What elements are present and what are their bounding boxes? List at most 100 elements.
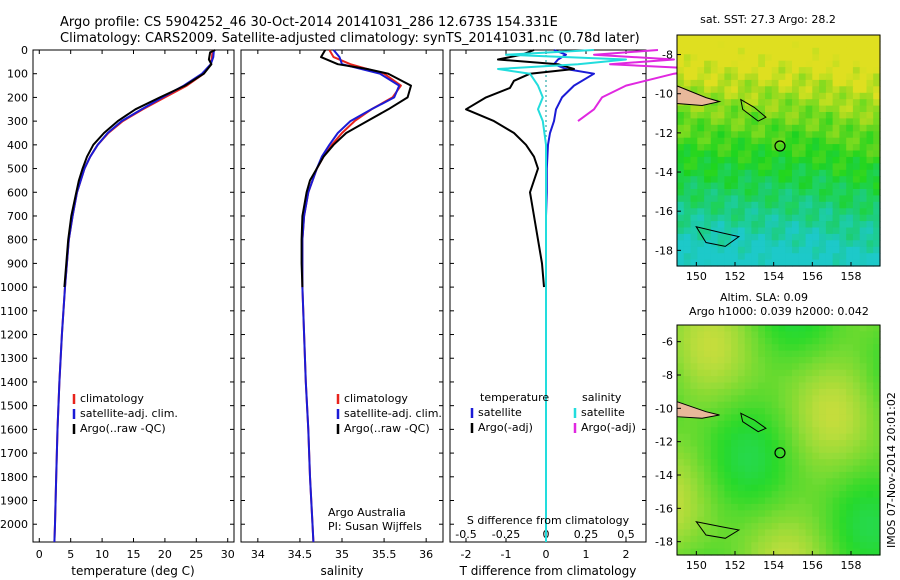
map-y-tick-label: -16 [655, 502, 673, 515]
map-cell [690, 47, 698, 55]
map-cell [737, 542, 746, 550]
map-cell [805, 542, 813, 550]
map-cell [751, 150, 759, 158]
map-cell [866, 510, 874, 518]
sla-map-subtitle: Argo h1000: 0.039 h2000: 0.042 [689, 305, 869, 318]
map-cell [832, 465, 840, 473]
map-cell [852, 420, 861, 428]
map-cell [805, 189, 813, 196]
map-cell [731, 112, 739, 119]
map-cell [778, 516, 786, 524]
map-cell [724, 401, 732, 409]
map-cell [866, 433, 874, 441]
map-cell [677, 382, 685, 390]
map-cell [744, 176, 753, 184]
map-cell [690, 214, 698, 222]
map-cell [805, 92, 813, 100]
map-cell [724, 208, 732, 216]
map-cell [765, 484, 773, 492]
map-cell [852, 150, 861, 158]
map-cell [744, 325, 753, 332]
map-cell [724, 163, 732, 171]
map-cell [690, 150, 698, 158]
map-cell [866, 535, 874, 543]
legend-title-temperature: temperature [480, 391, 549, 404]
map-cell [731, 99, 739, 107]
map-x-tick-label: 158 [841, 270, 862, 283]
map-cell [792, 471, 800, 479]
map-y-tick-label: -14 [655, 166, 673, 179]
map-cell [683, 112, 692, 119]
map-cell [866, 208, 874, 216]
map-cell [677, 221, 685, 229]
map-cell [852, 523, 861, 531]
map-cell [798, 47, 807, 55]
map-cell [792, 124, 800, 132]
map-cell [717, 420, 725, 428]
map-cell [852, 118, 861, 126]
map-cell [859, 92, 868, 100]
map-cell [866, 356, 874, 364]
map-cell [805, 60, 813, 68]
map-cell [683, 344, 692, 352]
map-cell [771, 176, 780, 184]
map-cell [765, 112, 773, 119]
map-cell [819, 131, 827, 139]
map-cell [704, 41, 712, 49]
map-cell [704, 548, 712, 556]
map-cell [805, 137, 813, 145]
map-cell [771, 510, 780, 518]
map-cell [697, 331, 705, 339]
map-cell [819, 150, 827, 158]
map-cell [758, 471, 766, 479]
map-cell [778, 376, 786, 384]
map-cell [771, 382, 780, 390]
map-cell [792, 227, 800, 235]
map-cell [825, 144, 834, 152]
map-cell [758, 516, 766, 524]
map-cell [765, 440, 773, 447]
map-cell [798, 478, 807, 486]
map-cell [704, 356, 712, 364]
map-cell [785, 344, 793, 352]
map-cell [792, 331, 800, 339]
difference-t-argo-line [465, 49, 575, 288]
map-cell [805, 163, 813, 171]
map-cell [731, 227, 739, 235]
map-cell [873, 388, 881, 396]
map-cell [846, 382, 854, 390]
map-cell [819, 54, 827, 62]
map-cell [751, 259, 759, 267]
map-cell [866, 363, 874, 371]
depth-tick-label: 1900 [0, 495, 28, 508]
map-cell [832, 408, 840, 416]
map-cell [744, 510, 753, 518]
map-cell [859, 195, 868, 203]
map-cell [697, 427, 705, 435]
map-cell [812, 491, 820, 499]
map-cell [724, 484, 732, 492]
map-cell [758, 150, 766, 158]
map-cell [704, 60, 712, 68]
map-cell [758, 79, 766, 87]
map-cell [846, 79, 854, 87]
map-cell [765, 446, 773, 454]
map-cell [832, 376, 840, 384]
map-cell [846, 259, 854, 267]
map-cell [744, 124, 753, 132]
map-cell [717, 47, 725, 55]
map-cell [805, 201, 813, 209]
map-cell [731, 195, 739, 203]
map-cell [798, 446, 807, 454]
map-cell [792, 510, 800, 518]
map-cell [859, 35, 868, 42]
map-cell [677, 369, 685, 377]
map-cell [812, 369, 820, 377]
map-cell [765, 516, 773, 524]
map-cell [765, 253, 773, 261]
map-cell [873, 182, 881, 190]
map-cell [805, 176, 813, 184]
map-cell [704, 92, 712, 100]
map-cell [758, 131, 766, 139]
map-cell [846, 478, 854, 486]
